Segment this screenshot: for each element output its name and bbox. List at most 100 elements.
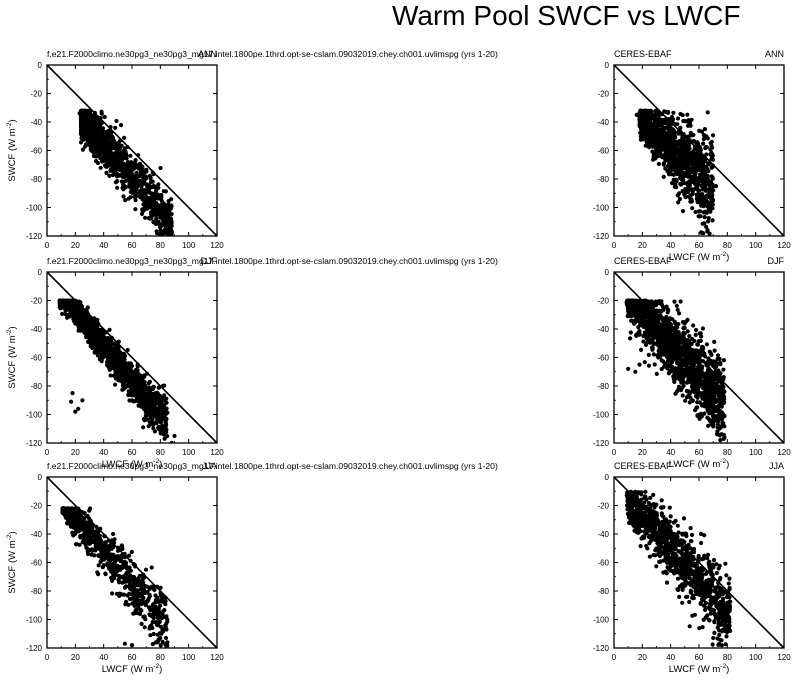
data-point [129, 393, 134, 398]
data-point [85, 305, 90, 310]
data-point [93, 126, 98, 131]
x-tick-label: 80 [723, 241, 732, 250]
data-point [149, 216, 154, 221]
data-point [140, 197, 145, 202]
x-tick-label: 80 [156, 448, 165, 457]
data-point [652, 117, 657, 122]
data-point [76, 328, 81, 333]
data-point [147, 385, 152, 390]
x-tick-label: 0 [45, 448, 50, 457]
data-point [85, 323, 90, 328]
data-point [142, 175, 147, 180]
y-tick-label: -100 [26, 411, 43, 420]
data-point [76, 406, 81, 411]
data-point [72, 307, 77, 312]
data-point [115, 365, 120, 370]
data-point [154, 229, 159, 234]
data-point [75, 312, 80, 317]
data-point [678, 125, 683, 130]
data-point [122, 146, 127, 151]
data-point [664, 304, 669, 309]
data-point [694, 192, 700, 197]
data-point [142, 379, 147, 385]
data-point [701, 137, 706, 142]
data-point [121, 194, 126, 199]
data-point [102, 163, 108, 168]
data-point [153, 401, 158, 407]
data-point [658, 123, 663, 128]
data-point [138, 161, 143, 166]
data-point [148, 179, 153, 185]
x-tick-label: 60 [695, 241, 704, 250]
data-point [115, 373, 120, 378]
y-tick-label: -20 [597, 90, 609, 99]
y-tick-label: -120 [593, 232, 610, 241]
data-point [119, 366, 125, 372]
data-point [169, 223, 174, 229]
data-point [64, 301, 69, 306]
data-point [674, 185, 679, 190]
data-point [141, 202, 146, 207]
data-point [652, 138, 657, 143]
data-point [161, 189, 166, 194]
data-point [151, 384, 156, 390]
data-point [697, 214, 702, 219]
data-point [672, 134, 678, 139]
data-point [708, 200, 713, 205]
y-axis-label: SWCF (W m-2) [6, 326, 18, 388]
y-tick-label: -120 [26, 439, 43, 448]
data-point [150, 407, 155, 412]
data-point [668, 171, 673, 177]
y-tick-label: -20 [30, 297, 42, 306]
data-point [648, 138, 653, 144]
data-point [671, 172, 677, 177]
x-tick-label: 0 [45, 241, 50, 250]
data-point [701, 231, 706, 236]
data-point [701, 204, 706, 209]
data-point [169, 197, 174, 202]
panel-obs-djf: 0 20 40 60 80 100 1200-20-40-60-80-100-120CERE… [593, 256, 791, 470]
data-point [123, 198, 128, 203]
data-point [129, 183, 134, 188]
data-point [162, 217, 167, 223]
data-point [134, 388, 139, 393]
data-point [686, 134, 691, 139]
data-point [683, 194, 688, 200]
data-point [123, 155, 128, 160]
data-point [76, 325, 81, 330]
y-tick-label: -40 [30, 118, 42, 127]
panel-season-label: ANN [198, 49, 217, 59]
data-point [148, 415, 153, 420]
y-tick-label: -100 [26, 204, 43, 213]
data-point [706, 216, 711, 221]
data-point [172, 433, 177, 438]
data-point [669, 114, 675, 120]
data-point [711, 188, 716, 193]
data-point [158, 211, 163, 216]
scatter-points [57, 298, 177, 443]
data-point [708, 140, 713, 146]
data-point [689, 117, 694, 122]
data-point [697, 128, 702, 133]
data-point [146, 424, 151, 429]
data-point [677, 167, 682, 172]
data-point [678, 181, 683, 187]
data-point [122, 135, 127, 140]
data-point [94, 118, 99, 123]
data-point [117, 377, 122, 382]
data-point [706, 180, 711, 185]
data-point [140, 207, 145, 212]
data-point [154, 201, 159, 206]
data-point [83, 328, 88, 333]
data-point [677, 196, 683, 202]
data-point [679, 147, 684, 152]
y-tick-label: 0 [605, 61, 610, 70]
data-point [647, 120, 652, 125]
data-point [134, 395, 139, 400]
data-point [141, 388, 146, 393]
data-point [118, 144, 123, 149]
data-point [691, 138, 696, 144]
data-point [709, 174, 714, 179]
data-point [113, 125, 118, 130]
